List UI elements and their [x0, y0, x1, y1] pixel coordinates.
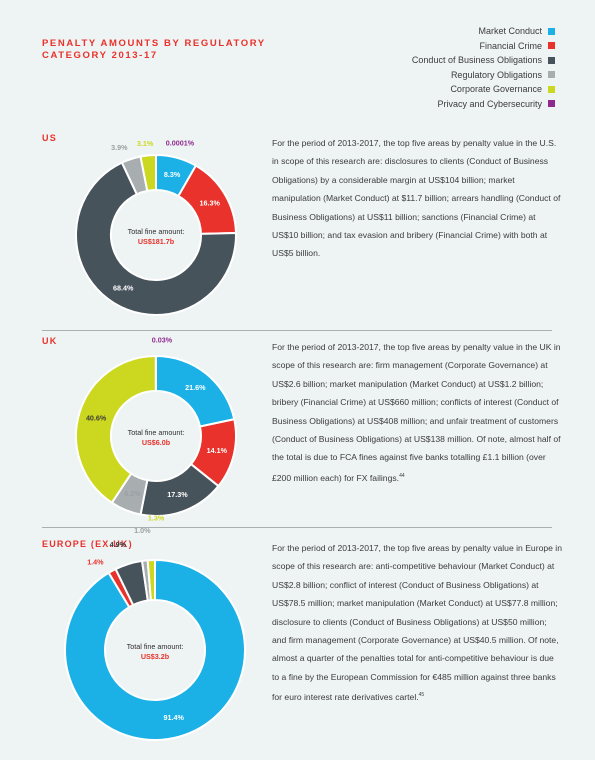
- total-fine-value: US$181.7b: [138, 237, 175, 246]
- slice-value-label: 16.3%: [200, 199, 221, 208]
- chart-legend: Market Conduct Financial Crime Conduct o…: [412, 24, 555, 111]
- slice-value-label: 6.2%: [124, 489, 141, 498]
- legend-item-market-conduct: Market Conduct: [412, 24, 555, 39]
- legend-label: Regulatory Obligations: [451, 68, 542, 83]
- region-description-uk: For the period of 2013-2017, the top fiv…: [272, 338, 562, 487]
- legend-item-conduct-of-business: Conduct of Business Obligations: [412, 53, 555, 68]
- legend-swatch: [548, 86, 555, 93]
- slice-value-label: 91.4%: [163, 713, 184, 722]
- region-description-europe: For the period of 2013-2017, the top fiv…: [272, 539, 562, 707]
- slice-value-label: 1.3%: [148, 514, 165, 523]
- description-text: For the period of 2013-2017, the top fiv…: [272, 138, 560, 258]
- slice-value-label: 8.3%: [164, 170, 181, 179]
- slice-value-label: 0.03%: [152, 336, 173, 345]
- donut-chart-uk: 21.6% 14.1% 17.3% 6.2% 40.6% 0.03% Total fine …: [56, 336, 256, 536]
- legend-swatch: [548, 71, 555, 78]
- divider: [42, 330, 552, 331]
- slice-value-label: 4.9%: [110, 540, 127, 549]
- page-title-line1: PENALTY AMOUNTS BY REGULATORY: [42, 38, 266, 50]
- slice-value-label: 1.0%: [134, 526, 151, 535]
- region-label-us: US: [42, 133, 57, 143]
- region-description-us: For the period of 2013-2017, the top fiv…: [272, 134, 562, 263]
- slice-value-label: 0.0001%: [166, 139, 195, 148]
- total-fine-label: Total fine amount:: [127, 642, 184, 651]
- legend-label: Financial Crime: [479, 39, 542, 54]
- slice-value-label: 1.4%: [87, 558, 104, 567]
- total-fine-value: US$6.0b: [142, 438, 171, 447]
- legend-swatch: [548, 100, 555, 107]
- footnote-ref: 44: [399, 473, 405, 479]
- legend-item-regulatory-obligations: Regulatory Obligations: [412, 68, 555, 83]
- legend-label: Conduct of Business Obligations: [412, 53, 542, 68]
- legend-item-financial-crime: Financial Crime: [412, 39, 555, 54]
- page-title-line2: CATEGORY 2013-17: [42, 50, 266, 62]
- slice-value-label: 21.6%: [185, 383, 206, 392]
- footnote-ref: 45: [419, 692, 425, 698]
- description-text: For the period of 2013-2017, the top fiv…: [272, 543, 562, 702]
- legend-item-privacy-cybersecurity: Privacy and Cybersecurity: [412, 97, 555, 112]
- legend-item-corporate-governance: Corporate Governance: [412, 82, 555, 97]
- donut-chart-us: 8.3% 16.3% 68.4% 3.9% 3.1% 0.0001% Total fine …: [56, 135, 256, 335]
- donut-chart-europe: 91.4%1.4%4.9%1.0%1.3%Total fine amount:U…: [45, 540, 265, 760]
- slice-value-label: 3.1%: [137, 139, 154, 148]
- slice-value-label: 14.1%: [207, 446, 228, 455]
- legend-swatch: [548, 57, 555, 64]
- legend-label: Market Conduct: [478, 24, 542, 39]
- legend-label: Corporate Governance: [450, 82, 542, 97]
- total-fine-label: Total fine amount:: [128, 227, 185, 236]
- slice-value-label: 17.3%: [167, 490, 188, 499]
- legend-swatch: [548, 28, 555, 35]
- total-fine-value: US$3.2b: [141, 652, 170, 661]
- description-text: For the period of 2013-2017, the top fiv…: [272, 342, 561, 483]
- legend-swatch: [548, 42, 555, 49]
- divider: [42, 527, 552, 528]
- legend-label: Privacy and Cybersecurity: [437, 97, 542, 112]
- page-title: PENALTY AMOUNTS BY REGULATORY CATEGORY 2…: [42, 38, 266, 62]
- slice-value-label: 3.9%: [111, 143, 128, 152]
- slice-value-label: 68.4%: [113, 284, 134, 293]
- total-fine-label: Total fine amount:: [128, 428, 185, 437]
- slice-value-label: 40.6%: [86, 414, 107, 423]
